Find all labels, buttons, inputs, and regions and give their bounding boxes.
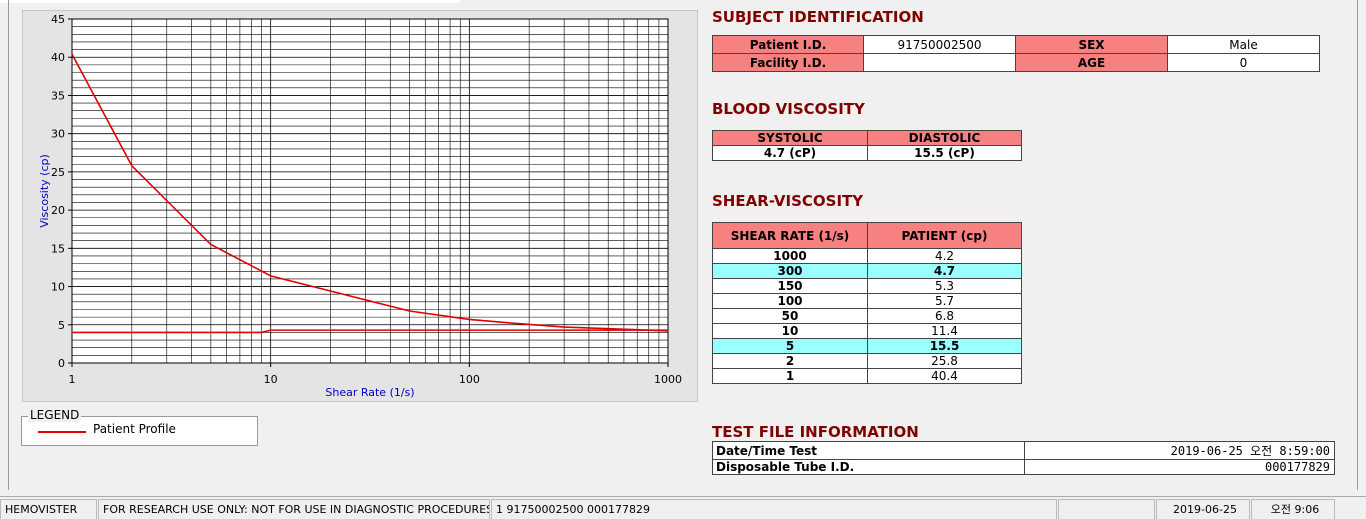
cell: PATIENT (cp) [867,222,1022,249]
cell [863,53,1016,72]
plot-area [71,18,669,364]
left-border [8,0,9,490]
cell: 2019-06-25 오전 8:59:00 [1024,441,1335,460]
status-pane: FOR RESEARCH USE ONLY: NOT FOR USE IN DI… [98,499,490,519]
table-row: 10 11.4 [712,323,1022,339]
status-pane: HEMOVISTER [0,499,97,519]
cell: 11.4 [867,323,1022,339]
cell: Facility I.D. [712,53,864,72]
cell: Male [1167,35,1320,54]
y-tick-label: 5 [58,319,65,332]
cell: 2 [712,353,868,369]
cell: 6.8 [867,308,1022,324]
table-row: 100 5.7 [712,293,1022,309]
y-tick-label: 35 [51,89,65,102]
x-tick-label: 1 [69,373,76,386]
status-pane: 2019-06-25 [1156,499,1250,519]
right-border [1357,0,1358,490]
section-title: SUBJECT IDENTIFICATION [712,8,924,26]
cell: 300 [712,263,868,279]
cell: 5 [712,338,868,354]
top-strip [0,0,460,3]
table-row: 5 15.5 [712,338,1022,354]
x-tick-label: 1000 [654,373,682,386]
chart: 0 5 10 15 20 25 30 35 40 45 1 10 100 1000 Shear Rate (… [22,10,698,402]
cell: Patient I.D. [712,35,864,54]
legend-label: Patient Profile [93,422,176,436]
cell: 150 [712,278,868,294]
legend-title: LEGEND [28,408,82,422]
cell: 25.8 [867,353,1022,369]
y-tick-label: 45 [51,13,65,26]
table-row: 2 25.8 [712,353,1022,369]
cell: Date/Time Test [712,441,1025,460]
y-tick-label: 40 [51,51,65,64]
cell: 10 [712,323,868,339]
cell: 1000 [712,248,868,264]
section-title: SHEAR-VISCOSITY [712,192,864,210]
cell: 40.4 [867,368,1022,384]
y-tick-label: 0 [58,357,65,370]
status-pane [1058,499,1155,519]
status-pane: 오전 9:06 [1251,499,1335,519]
cell: 100 [712,293,868,309]
cell: 0 [1167,53,1320,72]
cell: 15.5 [867,338,1022,354]
cell: SHEAR RATE (1/s) [712,222,868,249]
subject-table: Patient I.D. 91750002500 SEX Male Facility … [712,35,1320,72]
y-tick-label: 15 [51,242,65,255]
status-pane: 1 91750002500 000177829 [491,499,1057,519]
series-line [72,329,668,334]
table-row: 300 4.7 [712,263,1022,279]
table-row: 1000 4.2 [712,248,1022,264]
cell: Disposable Tube I.D. [712,459,1025,475]
legend-box: LEGEND Patient Profile [21,408,258,446]
table-row: 1 40.4 [712,368,1022,384]
legend-swatch [38,431,86,433]
cell: 5.3 [867,278,1022,294]
cell: 000177829 [1024,459,1335,475]
cell: AGE [1015,53,1168,72]
x-axis-label: Shear Rate (1/s) [325,386,414,399]
x-tick-label: 10 [264,373,278,386]
cell: 91750002500 [863,35,1016,54]
cell: 5.7 [867,293,1022,309]
cell: 1 [712,368,868,384]
cell: 4.7 (cP) [712,145,868,161]
y-axis-label: Viscosity (cp) [38,154,51,228]
cell: 50 [712,308,868,324]
cell: SEX [1015,35,1168,54]
cell: 4.2 [867,248,1022,264]
cell: DIASTOLIC [867,130,1022,146]
table-row: 150 5.3 [712,278,1022,294]
test-file-table: Date/Time Test 2019-06-25 오전 8:59:00 Disp… [712,441,1335,475]
y-tick-label: 10 [51,281,65,294]
cell: 4.7 [867,263,1022,279]
status-bar: HEMOVISTER FOR RESEARCH USE ONLY: NOT FO… [0,496,1366,519]
x-tick-label: 100 [459,373,480,386]
section-title: TEST FILE INFORMATION [712,423,919,441]
cell: 15.5 (cP) [867,145,1022,161]
blood-table: SYSTOLIC DIASTOLIC 4.7 (cP) 15.5 (cP) [712,130,1022,161]
y-tick-label: 20 [51,204,65,217]
y-tick-label: 25 [51,166,65,179]
y-tick-label: 30 [51,128,65,141]
cell: SYSTOLIC [712,130,868,146]
shear-table: SHEAR RATE (1/s) PATIENT (cp) 1000 4.2 300 4… [712,222,1022,384]
section-title: BLOOD VISCOSITY [712,100,865,118]
table-row: 50 6.8 [712,308,1022,324]
series-line [71,53,669,332]
